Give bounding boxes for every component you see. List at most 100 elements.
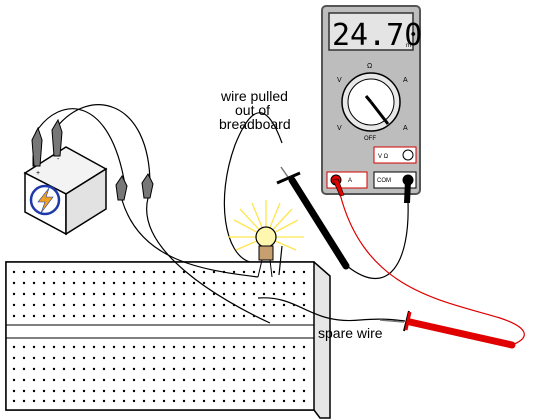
black-plug (404, 180, 411, 203)
red-probe-lead (339, 193, 525, 346)
breadboard-hole (282, 314, 286, 318)
breadboard-hole (82, 314, 86, 318)
breadboard-hole (22, 378, 26, 382)
breadboard-hole (142, 270, 146, 274)
breadboard-hole (112, 270, 116, 274)
breadboard-hole (132, 281, 136, 285)
breadboard-hole (262, 292, 266, 296)
breadboard-hole (242, 281, 246, 285)
breadboard-hole (242, 303, 246, 307)
breadboard-hole (22, 345, 26, 349)
breadboard-hole (212, 367, 216, 371)
breadboard-hole (222, 356, 226, 360)
breadboard-hole (242, 270, 246, 274)
breadboard-hole (242, 389, 246, 393)
breadboard-hole (252, 270, 256, 274)
breadboard-hole (52, 367, 56, 371)
breadboard-hole (72, 399, 76, 403)
breadboard-hole (132, 314, 136, 318)
breadboard-hole (202, 314, 206, 318)
breadboard-hole (52, 292, 56, 296)
breadboard-hole (152, 314, 156, 318)
breadboard-hole (22, 292, 26, 296)
breadboard-hole (252, 292, 256, 296)
breadboard-hole (142, 314, 146, 318)
breadboard-hole (122, 314, 126, 318)
breadboard-hole (142, 345, 146, 349)
breadboard-hole (122, 378, 126, 382)
breadboard-hole (12, 281, 16, 285)
breadboard-hole (302, 399, 306, 403)
red-probe-tip (379, 319, 405, 323)
breadboard-hole (262, 270, 266, 274)
breadboard-hole (272, 314, 276, 318)
breadboard-hole (12, 378, 16, 382)
breadboard-hole (202, 367, 206, 371)
breadboard-hole (52, 281, 56, 285)
breadboard-hole (52, 356, 56, 360)
wire-clip-to-board (146, 197, 271, 324)
breadboard-hole (242, 314, 246, 318)
bulb-glass (255, 226, 277, 248)
breadboard-hole (242, 292, 246, 296)
breadboard-hole (202, 292, 206, 296)
breadboard-hole (62, 270, 66, 274)
red-probe-handle (406, 318, 516, 349)
breadboard-hole (72, 281, 76, 285)
breadboard-hole (92, 378, 96, 382)
breadboard-hole (112, 281, 116, 285)
breadboard-hole (92, 345, 96, 349)
breadboard-hole (152, 367, 156, 371)
battery-minus-label: - (57, 156, 60, 163)
black-probe[interactable] (276, 166, 350, 270)
breadboard-hole (302, 314, 306, 318)
breadboard-hole (102, 389, 106, 393)
breadboard-hole (82, 367, 86, 371)
breadboard-hole (222, 281, 226, 285)
breadboard-hole (12, 303, 16, 307)
breadboard-hole (292, 292, 296, 296)
breadboard-hole (272, 389, 276, 393)
breadboard-hole (152, 281, 156, 285)
wire-pulled-label-line2: out of (235, 102, 270, 118)
multimeter: 24.70 m Ω V A V A OFF V Ω A COM (321, 5, 422, 203)
breadboard-hole (22, 281, 26, 285)
breadboard-hole (32, 399, 36, 403)
breadboard-hole (282, 270, 286, 274)
breadboard-hole (272, 356, 276, 360)
breadboard-hole (262, 356, 266, 360)
breadboard-hole (72, 389, 76, 393)
bulb-base (258, 245, 274, 261)
jack-vohm[interactable] (402, 149, 414, 161)
breadboard-hole (32, 303, 36, 307)
breadboard-hole (262, 345, 266, 349)
meter-reading: 24.70 (332, 18, 422, 53)
red-probe[interactable] (379, 310, 516, 349)
breadboard-hole (32, 356, 36, 360)
breadboard-hole (152, 270, 156, 274)
breadboard-hole (252, 399, 256, 403)
breadboard-hole (52, 314, 56, 318)
breadboard-hole (122, 399, 126, 403)
amp-dc-label: A (403, 125, 408, 132)
meter-unit: m (406, 43, 411, 49)
breadboard-hole (212, 314, 216, 318)
breadboard-hole (162, 378, 166, 382)
breadboard-hole (232, 314, 236, 318)
breadboard-hole (42, 345, 46, 349)
breadboard-hole (232, 281, 236, 285)
breadboard-hole (262, 367, 266, 371)
breadboard-hole (122, 303, 126, 307)
breadboard-hole (112, 356, 116, 360)
breadboard-hole (172, 356, 176, 360)
breadboard-hole (232, 399, 236, 403)
breadboard-hole (132, 356, 136, 360)
breadboard-hole (172, 378, 176, 382)
breadboard-hole (102, 356, 106, 360)
breadboard-hole (192, 345, 196, 349)
breadboard-hole (122, 367, 126, 371)
breadboard-hole (92, 303, 96, 307)
breadboard-hole (252, 378, 256, 382)
breadboard-hole (42, 303, 46, 307)
breadboard-hole (172, 270, 176, 274)
